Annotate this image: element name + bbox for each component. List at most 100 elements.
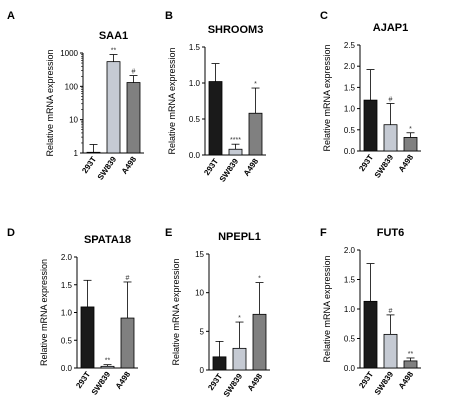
chart-title: SAA1 (99, 30, 128, 42)
significance-mark: # (389, 308, 393, 315)
chart-title: SPATA18 (84, 234, 131, 246)
y-tick-label: 1.5 (344, 276, 356, 285)
x-tick-label: 293T (357, 370, 375, 390)
bar-293t (212, 356, 227, 371)
y-axis-label: Relative mRNA expression (45, 49, 55, 156)
bar-sw839 (232, 347, 247, 371)
panel-letter: F (320, 227, 327, 239)
x-tick-label: SW839 (373, 153, 396, 180)
significance-mark: # (389, 97, 393, 104)
y-tick-label: 0.5 (344, 335, 356, 344)
x-tick-label: 293T (74, 370, 92, 390)
y-tick-label: 15 (195, 250, 204, 259)
chart-title: FUT6 (377, 227, 405, 239)
x-tick-label: A498 (242, 157, 261, 178)
bar-293t (363, 300, 378, 369)
bar-sw839 (100, 365, 115, 369)
x-tick-label: A498 (114, 370, 133, 391)
significance-mark: ** (408, 351, 414, 358)
bar-sw839 (106, 61, 121, 154)
y-tick-label: 1.0 (189, 79, 201, 88)
y-tick-label: 2.0 (344, 246, 356, 255)
panel-letter: A (7, 10, 15, 22)
significance-mark: * (254, 81, 257, 88)
y-tick-label: 0.5 (61, 336, 73, 345)
y-tick-label: 2.0 (344, 62, 356, 71)
bar-sw839 (383, 333, 398, 369)
bar-a498 (120, 317, 135, 369)
bar-293t (80, 306, 95, 369)
significance-mark: ** (105, 358, 111, 365)
x-tick-label: 293T (357, 153, 375, 173)
x-tick-label: 293T (206, 372, 224, 392)
bar-a498 (252, 313, 267, 371)
y-tick-label: 0.0 (344, 364, 356, 373)
y-tick-label: 1.5 (61, 281, 73, 290)
significance-mark: # (132, 69, 136, 76)
x-tick-label: SW839 (222, 372, 245, 399)
y-tick-label: 1.5 (189, 43, 201, 52)
y-axis-label: Relative mRNA expression (322, 44, 332, 151)
y-tick-label: 0 (200, 366, 205, 375)
y-axis-label: Relative mRNA expression (322, 255, 332, 362)
y-tick-label: 1000 (60, 49, 78, 58)
bar-a498 (248, 112, 263, 156)
bar-sw839 (383, 124, 398, 152)
x-tick-label: SW839 (218, 157, 241, 184)
y-tick-label: 10 (195, 289, 204, 298)
x-tick-label: 293T (202, 157, 220, 177)
y-tick-label: 100 (65, 82, 79, 91)
panel-letter: E (165, 227, 172, 239)
y-tick-label: 0.0 (189, 151, 201, 160)
panel-c: C AJAP1 Relative mRNA expression 0.0 0.5 1.0 1… (320, 10, 421, 180)
y-tick-label: 2.0 (61, 253, 73, 262)
y-tick-label: 5 (200, 327, 205, 336)
panel-letter: C (320, 10, 328, 22)
y-tick-label: 0.0 (344, 147, 356, 156)
x-tick-label: A498 (120, 155, 139, 176)
x-tick-label: A498 (397, 370, 416, 391)
y-tick-label: 2.5 (344, 41, 356, 50)
panel-e: E NPEPL1 Relative mRNA expression 0 5 10 15 293… (165, 227, 270, 399)
bar-293t (208, 81, 223, 156)
significance-mark: **** (230, 137, 241, 144)
chart-title: AJAP1 (373, 22, 408, 34)
bar-a498 (403, 360, 418, 369)
bar-a498 (403, 137, 418, 152)
panel-f: F FUT6 Relative mRNA expression 0.0 0.5 1.0 1.… (320, 227, 421, 397)
significance-mark: * (258, 276, 261, 283)
significance-mark: * (238, 315, 241, 322)
panel-d: D SPATA18 Relative mRNA expression 0.0 0.5 1.… (7, 227, 138, 397)
panel-a: A SAA1 Relative mRNA expression 1 10 100 1000 2… (7, 10, 144, 182)
bar-293t (86, 151, 101, 154)
bar-sw839 (228, 148, 243, 156)
x-tick-label: 293T (80, 155, 98, 175)
y-tick-label: 0.5 (344, 126, 356, 135)
y-axis-label: Relative mRNA expression (171, 258, 181, 365)
y-tick-label: 1 (74, 149, 79, 158)
y-tick-label: 0.5 (189, 115, 201, 124)
x-tick-label: SW839 (96, 155, 119, 182)
y-tick-label: 10 (69, 116, 78, 125)
bar-293t (363, 99, 378, 152)
x-tick-label: SW839 (373, 370, 396, 397)
y-axis-label: Relative mRNA expression (167, 47, 177, 154)
significance-mark: # (126, 275, 130, 282)
bar-a498 (126, 82, 141, 154)
panel-letter: B (165, 10, 173, 22)
chart-title: NPEPL1 (218, 231, 261, 243)
panel-letter: D (7, 227, 15, 239)
chart-title: SHROOM3 (208, 24, 264, 36)
panel-b: B SHROOM3 Relative mRNA expression 0.0 0.5 1.… (165, 10, 266, 184)
y-tick-label: 1.0 (61, 309, 73, 318)
x-tick-label: SW839 (90, 370, 113, 397)
y-axis-label: Relative mRNA expression (39, 259, 49, 366)
x-tick-label: A498 (397, 153, 416, 174)
significance-mark: * (409, 126, 412, 133)
y-tick-label: 0.0 (61, 364, 73, 373)
y-tick-label: 1.0 (344, 305, 356, 314)
y-tick-label: 1.5 (344, 83, 356, 92)
significance-mark: ** (111, 48, 117, 55)
x-tick-label: A498 (246, 372, 265, 393)
